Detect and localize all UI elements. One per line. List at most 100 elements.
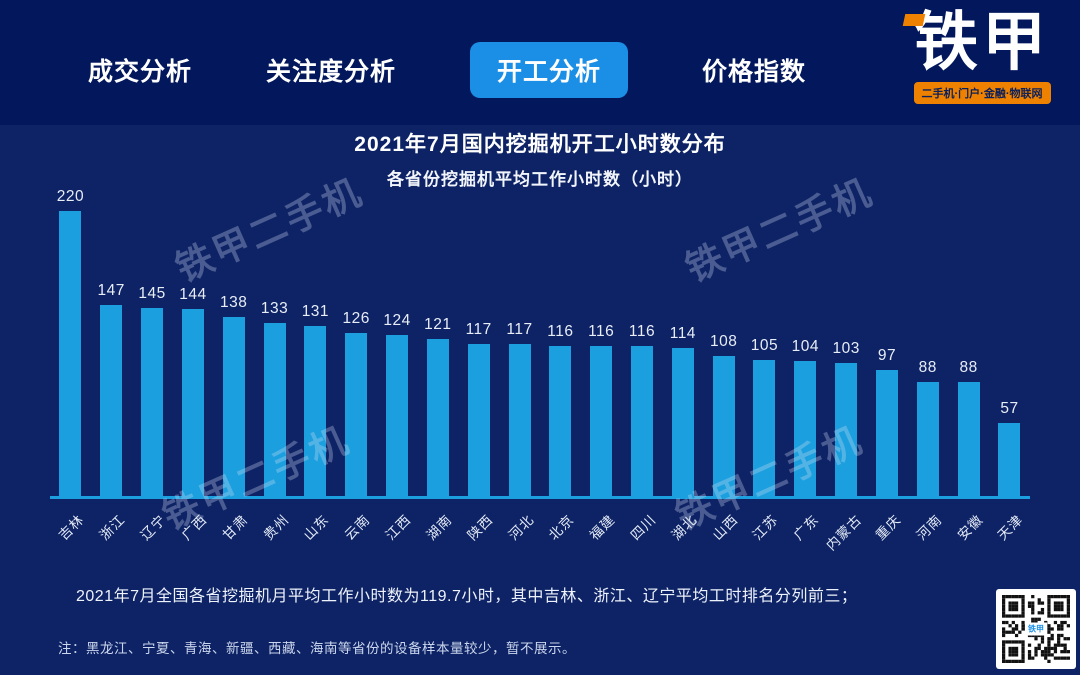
bar-group: 88: [907, 188, 948, 497]
bar: [957, 382, 980, 497]
nav-tabs: 成交分析 关注度分析 开工分析 价格指数: [88, 42, 806, 98]
bar-value-label: 117: [465, 321, 492, 338]
x-tick: 山西: [703, 499, 744, 563]
x-tick-label: 江苏: [750, 511, 782, 543]
bar-value-label: 57: [1000, 400, 1019, 417]
note-text: 注：黑龙江、宁夏、青海、新疆、西藏、海南等省份的设备样本量较少，暂不展示。: [58, 641, 576, 656]
summary-text: 2021年7月全国各省挖掘机月平均工作小时数为119.7小时，其中吉林、浙江、辽…: [76, 588, 858, 605]
tab-deal-analysis[interactable]: 成交分析: [88, 58, 193, 86]
bar: [875, 370, 898, 497]
tiejia-logo: 铁甲 二手机·门户·金融·物联网: [902, 6, 1062, 104]
x-tick: 福建: [581, 499, 622, 563]
logo-text: 铁甲: [914, 6, 1050, 78]
x-tick: 内蒙古: [823, 499, 867, 563]
x-tick-label: 广东: [791, 511, 823, 543]
bar-group: 138: [213, 188, 254, 497]
bar-group: 121: [417, 188, 458, 497]
tab-attention-analysis[interactable]: 关注度分析: [266, 58, 397, 86]
x-tick-label: 山东: [301, 511, 333, 543]
x-tick: 湖南: [417, 499, 458, 563]
bar-chart: 220 147 145 144 138 133 131 126 124 121 117 117 116 1…: [50, 188, 1030, 568]
bar-group: 220: [50, 188, 91, 497]
x-tick-label: 陕西: [464, 511, 496, 543]
bar-group: 117: [458, 188, 499, 497]
x-tick: 贵州: [254, 499, 295, 563]
x-tick-label: 山西: [709, 511, 741, 543]
bar-group: 103: [826, 188, 867, 497]
bar: [426, 339, 449, 497]
x-tick-label: 湖南: [423, 511, 455, 543]
bar-value-label: 131: [301, 303, 330, 320]
bar-value-label: 220: [56, 188, 85, 205]
bar: [712, 356, 735, 497]
x-tick-label: 福建: [586, 511, 619, 543]
bar-value-label: 133: [260, 300, 289, 317]
bar: [59, 211, 82, 497]
qr-center-logo: 铁甲: [1025, 622, 1047, 636]
bar-value-label: 121: [424, 316, 452, 333]
x-tick: 山东: [295, 499, 336, 563]
bar: [835, 363, 858, 497]
bar: [467, 344, 490, 497]
bar-group: 126: [336, 188, 377, 497]
bar-value-label: 124: [383, 312, 411, 329]
bar-group: 124: [377, 188, 418, 497]
bar: [753, 360, 776, 497]
x-tick-label: 辽宁: [137, 511, 169, 543]
bar-value-label: 88: [918, 359, 937, 376]
bar: [100, 305, 123, 497]
bar-group: 114: [662, 188, 703, 497]
qr-code: 铁甲: [996, 589, 1076, 669]
x-tick: 安徽: [948, 499, 989, 563]
title-block: 2021年7月国内挖掘机开工小时数分布 各省份挖掘机平均工作小时数（小时）: [0, 128, 1080, 190]
bar-value-label: 108: [709, 333, 738, 350]
x-tick-label: 广西: [178, 511, 210, 543]
x-tick: 吉林: [50, 499, 91, 563]
bar-value-label: 103: [832, 340, 860, 357]
bar-group: 131: [295, 188, 336, 497]
bar-group: 57: [989, 188, 1030, 497]
bar: [386, 335, 409, 497]
bar: [590, 346, 613, 497]
bar: [181, 309, 204, 497]
x-tick: 河南: [907, 499, 948, 563]
x-tick-label: 安徽: [954, 511, 986, 543]
bar-value-label: 105: [750, 337, 779, 354]
x-tick: 湖北: [662, 499, 703, 563]
x-tick: 甘肃: [213, 499, 254, 563]
page-subtitle: 各省份挖掘机平均工作小时数（小时）: [387, 170, 693, 189]
bar: [263, 323, 286, 497]
x-tick: 重庆: [867, 499, 908, 563]
x-tick-label: 吉林: [56, 511, 88, 543]
bar-group: 116: [540, 188, 581, 497]
tab-operation-analysis[interactable]: 开工分析: [470, 42, 629, 98]
bar-group: 108: [703, 188, 744, 497]
bar-value-label: 88: [959, 359, 978, 376]
x-tick-label: 甘肃: [219, 511, 251, 543]
bar-group: 116: [622, 188, 663, 497]
x-tick: 天津: [989, 499, 1030, 563]
x-tick: 广西: [172, 499, 213, 563]
x-tick: 江苏: [744, 499, 785, 563]
x-tick: 陕西: [458, 499, 499, 563]
bar: [998, 423, 1021, 497]
x-tick-label: 北京: [546, 511, 578, 543]
bar: [222, 317, 245, 497]
x-tick-label: 贵州: [260, 511, 292, 543]
bar: [671, 348, 694, 497]
bar-value-label: 145: [138, 285, 166, 302]
logo-wordmark: 铁甲: [902, 6, 1062, 80]
bar-group: 88: [948, 188, 989, 497]
x-tick-label: 四川: [627, 511, 659, 543]
bars-area: 220 147 145 144 138 133 131 126 124 121 117 117 116 1…: [50, 188, 1030, 497]
bar-group: 133: [254, 188, 295, 497]
bar: [304, 326, 327, 497]
top-nav-bar: 成交分析 关注度分析 开工分析 价格指数 铁甲 二手机·门户·金融·物联网: [0, 0, 1080, 125]
bar: [141, 308, 164, 497]
bar-value-label: 126: [342, 310, 370, 327]
bar-value-label: 147: [97, 282, 125, 299]
x-tick-label: 云南: [342, 511, 374, 543]
bar: [345, 333, 368, 497]
tab-price-index[interactable]: 价格指数: [702, 58, 807, 86]
